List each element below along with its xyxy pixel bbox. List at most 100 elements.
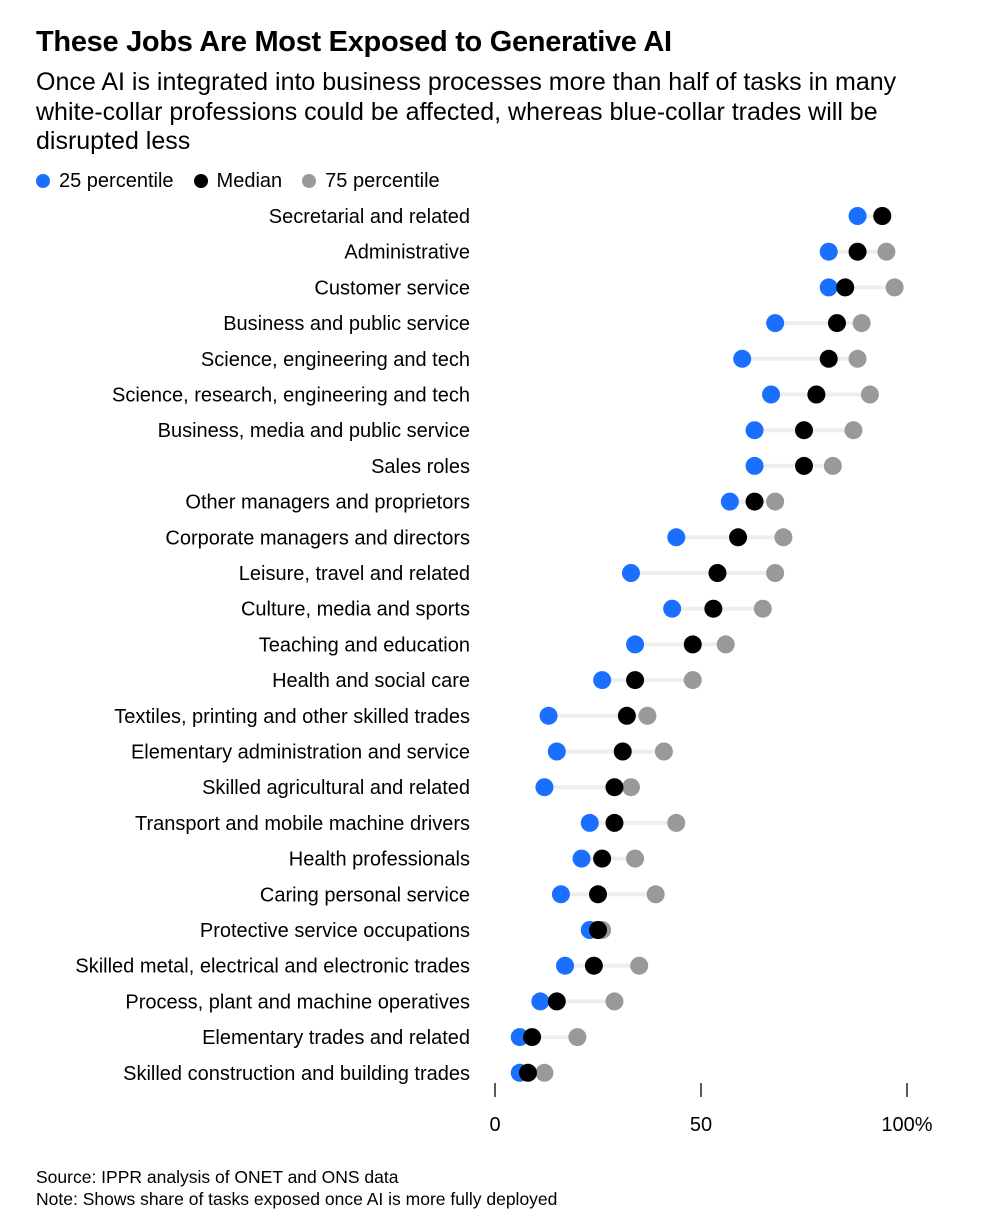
category-label: Secretarial and related <box>269 206 470 228</box>
dot-median <box>547 992 566 1011</box>
dot-p75 <box>716 635 735 654</box>
dot-median <box>617 706 636 725</box>
dot-median <box>795 421 813 440</box>
x-tick-label: 50 <box>690 1114 712 1136</box>
category-label: Caring personal service <box>260 884 470 906</box>
legend-dot-median <box>193 174 208 188</box>
dot-median <box>836 278 855 297</box>
legend-label-median: Median <box>216 169 283 192</box>
dot-plot-chart: Secretarial and related Administrative Cus… <box>75 206 932 1136</box>
dot-median <box>807 385 826 404</box>
dot-p75 <box>766 492 785 511</box>
category-label: Sales roles <box>371 456 470 478</box>
dot-p25 <box>762 385 781 404</box>
dot-median <box>589 921 607 939</box>
dot-p25 <box>593 671 612 690</box>
dot-p75 <box>605 992 624 1011</box>
dot-p75 <box>638 706 657 725</box>
dot-p25 <box>720 492 739 511</box>
dot-p25 <box>572 849 591 868</box>
dot-p25 <box>663 599 682 618</box>
legend-item-p75: 75 percentile <box>302 170 440 193</box>
category-label: Other managers and proprietors <box>185 492 470 514</box>
dot-p25 <box>510 1028 529 1047</box>
dot-p75 <box>667 813 686 832</box>
dot-p75 <box>568 1028 587 1047</box>
source-text: Source: IPPR analysis of ONET and ONS da… <box>36 1167 399 1187</box>
dot-p75 <box>823 456 842 475</box>
legend-item-median: Median <box>193 169 283 193</box>
dot-p75 <box>626 849 645 868</box>
category-label: Business, media and public service <box>158 420 470 442</box>
category-label: Leisure, travel and related <box>239 563 470 585</box>
chart-title: These Jobs Are Most Exposed to Generativ… <box>36 26 672 58</box>
category-label: Protective service occupations <box>200 920 470 942</box>
dot-p25 <box>551 885 570 904</box>
dot-p25 <box>535 778 554 797</box>
chart-legend: 25 percentile Median 75 percentile <box>36 168 460 194</box>
dot-p25 <box>733 349 752 368</box>
dot-p25 <box>848 207 867 225</box>
legend-label-p25: 25 percentile <box>59 169 174 192</box>
dot-p25 <box>819 278 838 297</box>
dot-median <box>626 671 645 690</box>
dot-p75 <box>877 242 896 261</box>
legend-label-p75: 75 percentile <box>325 169 440 192</box>
dot-median <box>729 528 748 547</box>
dot-median <box>827 314 846 333</box>
dot-p75 <box>848 349 867 368</box>
dot-p25 <box>580 813 599 832</box>
dot-median <box>605 813 624 832</box>
dot-p25 <box>819 242 838 261</box>
category-label: Elementary trades and related <box>202 1027 470 1049</box>
dot-p75 <box>885 278 904 297</box>
dot-median <box>584 956 603 975</box>
category-label: Business and public service <box>223 313 470 335</box>
dot-p75 <box>860 385 879 404</box>
category-label: Health and social care <box>272 670 470 692</box>
dot-p75 <box>852 314 871 333</box>
chart-footer: Source: IPPR analysis of ONET and ONS da… <box>36 1166 557 1210</box>
dot-p25 <box>745 456 764 475</box>
dot-median <box>589 885 607 904</box>
dot-p75 <box>683 671 702 690</box>
category-label: Textiles, printing and other skilled tra… <box>114 706 470 728</box>
category-label: Administrative <box>344 242 470 264</box>
dot-p75 <box>774 528 793 547</box>
category-label: Teaching and education <box>259 634 470 656</box>
dot-p25 <box>621 564 640 582</box>
legend-dot-p75 <box>302 174 317 188</box>
category-label: Science, research, engineering and tech <box>112 385 470 407</box>
dot-p25 <box>547 742 566 761</box>
dot-p25 <box>556 956 575 975</box>
category-label: Skilled metal, electrical and electronic… <box>75 956 470 978</box>
dot-median <box>873 207 892 225</box>
category-label: Skilled agricultural and related <box>202 777 470 799</box>
category-label: Culture, media and sports <box>241 599 470 621</box>
category-label: Elementary administration and service <box>131 742 470 764</box>
dot-median <box>795 456 813 475</box>
category-label: Transport and mobile machine drivers <box>135 813 470 835</box>
dot-median <box>819 349 838 368</box>
dot-median <box>848 242 867 261</box>
dot-p75 <box>535 1063 554 1082</box>
dot-p75 <box>621 778 640 797</box>
dot-median <box>683 635 702 654</box>
dot-p25 <box>626 635 645 654</box>
legend-dot-p25 <box>36 174 50 188</box>
chart-subtitle: Once AI is integrated into business proc… <box>36 68 897 155</box>
dot-p25 <box>531 992 550 1011</box>
dot-median <box>593 849 612 868</box>
dot-p25 <box>745 421 764 440</box>
note-text: Note: Shows share of tasks exposed once … <box>36 1189 558 1209</box>
category-label: Customer service <box>314 277 470 299</box>
legend-item-p25: 25 percentile <box>36 170 174 193</box>
dot-median <box>613 742 632 761</box>
dot-p75 <box>654 742 673 761</box>
dot-median <box>708 564 727 582</box>
dot-median <box>704 599 723 618</box>
x-tick-label: 0 <box>489 1114 500 1136</box>
dot-median <box>523 1028 542 1047</box>
dot-median <box>605 778 624 797</box>
dot-p75 <box>646 885 665 904</box>
